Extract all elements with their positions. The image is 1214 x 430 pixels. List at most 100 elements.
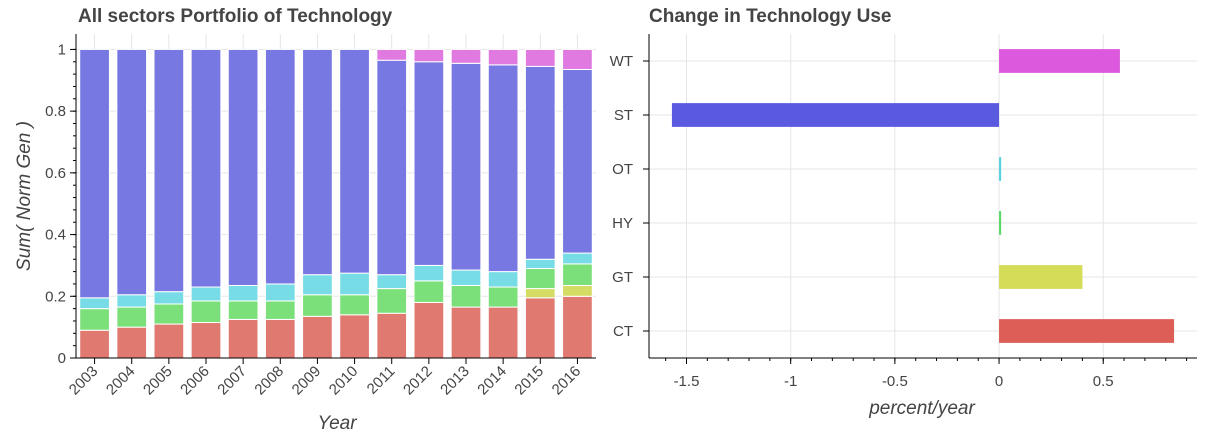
bar-segment-hy <box>339 294 370 316</box>
bar-st <box>671 103 1000 127</box>
y-tick-label: WT <box>610 53 633 70</box>
y-axis-label: Sum( Norm Gen ) <box>14 121 35 271</box>
bar-segment-ct <box>450 306 482 359</box>
y-tick-label: GT <box>612 269 633 286</box>
bar-segment-ct <box>190 322 222 359</box>
bar-segment-st <box>264 48 296 285</box>
bar-segment-ct <box>413 301 445 359</box>
bar-segment-hy <box>153 303 185 325</box>
bar-segment-hy <box>487 286 519 308</box>
y-tick-label: CT <box>613 323 633 340</box>
bar-segment-ct <box>339 314 370 359</box>
bar-segment-ct <box>562 295 593 359</box>
y-tick-label: ST <box>614 107 633 124</box>
x-tick-label: -1 <box>784 373 797 390</box>
bar-segment-ot <box>376 274 408 290</box>
bar-segment-ot <box>264 283 296 302</box>
bar-segment-ot <box>302 274 333 296</box>
x-tick-label: 2012 <box>400 363 436 399</box>
bar-segment-ct <box>153 323 185 359</box>
x-tick-label: 2010 <box>326 363 362 399</box>
bar-segment-gt <box>524 288 556 299</box>
bar-segment-ot <box>524 258 556 270</box>
chart-title-right: Change in Technology Use <box>649 6 891 27</box>
bar-segment-hy <box>413 280 445 303</box>
x-tick-label: 2015 <box>511 363 547 399</box>
bar-hy <box>999 211 1002 235</box>
y-tick-label: OT <box>612 161 633 178</box>
bar-segment-ot <box>79 297 110 310</box>
bar-segment-st <box>302 48 333 276</box>
x-tick-label: 2008 <box>251 363 287 399</box>
x-tick-label: 2007 <box>214 363 250 399</box>
bar-segment-wt <box>487 48 519 66</box>
bar-segment-ct <box>487 306 519 359</box>
bar-segment-st <box>487 64 519 273</box>
bar-segment-gt <box>562 284 593 297</box>
bar-segment-ct <box>302 315 333 359</box>
bar-segment-ot <box>116 294 148 308</box>
bar-segment-st <box>562 68 593 254</box>
x-tick-label: 0.5 <box>1093 373 1114 390</box>
bar-segment-st <box>524 65 556 260</box>
bar-segment-wt <box>450 48 482 64</box>
bar-segment-hy <box>376 288 408 314</box>
x-tick-label: 2014 <box>474 363 510 399</box>
bar-segment-st <box>190 48 222 288</box>
axes-right: WT ST OT HY GT CT -1.5 -1 -0.5 0 0.5 <box>610 34 1197 390</box>
y-tick-label: 0 <box>58 350 66 367</box>
bar-segment-ct <box>524 297 556 359</box>
bar-segment-st <box>79 48 110 299</box>
bar-gt <box>999 265 1083 289</box>
bar-segment-ct <box>376 312 408 359</box>
bar-segment-ot <box>562 252 593 265</box>
bar-segment-hy <box>450 284 482 308</box>
bar-ct <box>999 319 1175 343</box>
x-tick-label: 0 <box>995 373 1003 390</box>
bar-segment-ot <box>487 271 519 288</box>
bar-segment-ot <box>190 286 222 302</box>
bar-segment-hy <box>302 294 333 317</box>
bar-segment-ct <box>116 326 148 359</box>
bar-segment-hy <box>264 300 296 320</box>
chart-title: All sectors Portfolio of Technology <box>78 6 393 27</box>
x-tick-label: 2004 <box>103 363 139 399</box>
bar-segment-hy <box>79 308 110 331</box>
bar-segment-hy <box>524 268 556 290</box>
bar-segment-hy <box>190 300 222 324</box>
bar-segment-ct <box>264 318 296 359</box>
bar-segment-st <box>376 59 408 276</box>
x-tick-label: 2013 <box>437 363 473 399</box>
y-tick-label: 1 <box>58 41 66 58</box>
y-tick-label: 0.2 <box>45 288 66 305</box>
x-tick-label: 2006 <box>177 363 213 399</box>
bar-segment-wt <box>376 48 408 61</box>
portfolio-chart: All sectors Portfolio of Technology 0 0.2… <box>14 6 596 430</box>
bar-segment-hy <box>116 306 148 328</box>
bar-segment-ot <box>339 272 370 296</box>
bar-segment-st <box>227 48 259 286</box>
grid-right <box>649 34 1197 358</box>
x-tick-label: 2009 <box>289 363 325 399</box>
bar-wt <box>999 49 1120 73</box>
bar-segment-ot <box>450 269 482 286</box>
x-tick-label: 2016 <box>549 363 585 399</box>
bar-segment-hy <box>562 263 593 286</box>
y-tick-label: 0.6 <box>45 165 66 182</box>
bar-segment-wt <box>524 48 556 67</box>
bar-segment-hy <box>227 300 259 320</box>
x-tick-label: 2003 <box>66 363 102 399</box>
bar-segment-st <box>153 48 185 293</box>
y-tick-label: HY <box>612 215 633 232</box>
x-tick-label: 2011 <box>364 363 399 398</box>
x-tick-label: -1.5 <box>674 373 700 390</box>
bar-segment-ct <box>79 329 110 359</box>
x-axis-label-right: percent/year <box>868 398 975 419</box>
bar-segment-ot <box>227 284 259 302</box>
bar-segment-st <box>450 62 482 271</box>
x-tick-label: 2005 <box>140 363 176 399</box>
stacked-bars <box>79 48 593 359</box>
bar-segment-st <box>339 48 370 274</box>
bar-segment-ot <box>413 264 445 282</box>
bar-segment-st <box>116 48 148 296</box>
